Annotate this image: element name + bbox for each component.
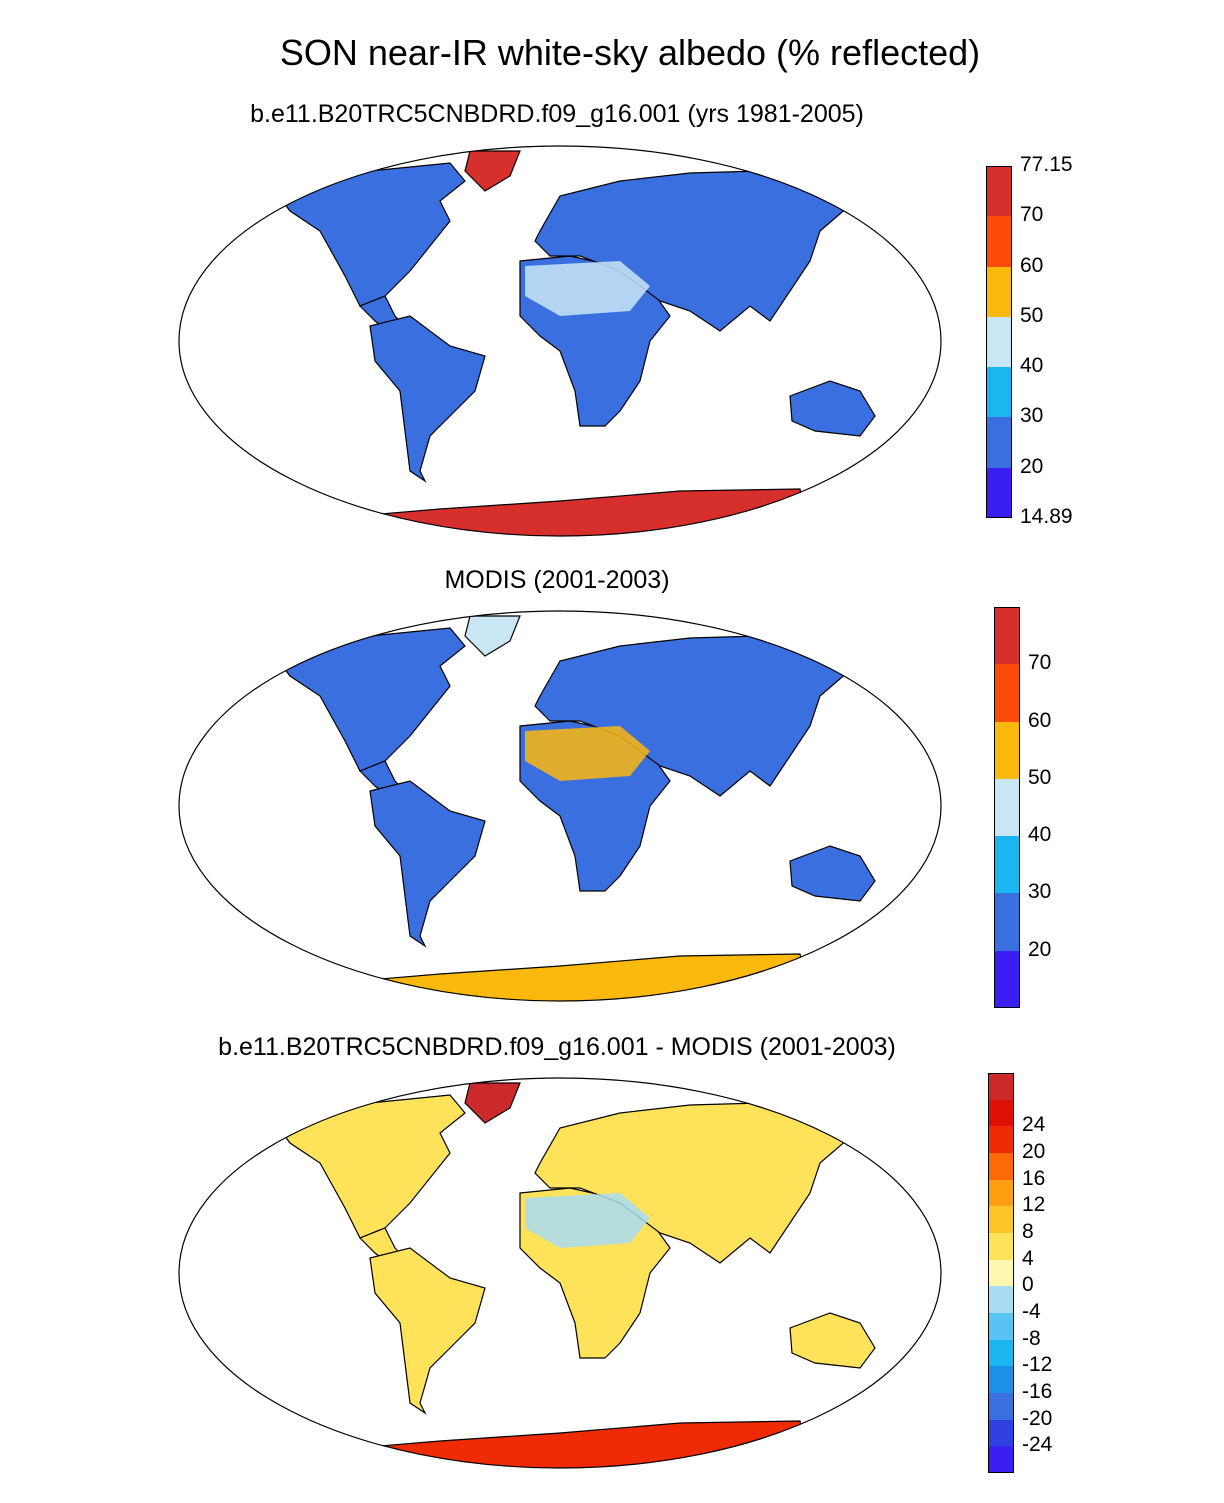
colorbar-tick-label: 60	[1020, 253, 1044, 277]
desert-region	[525, 261, 650, 316]
main-title: SON near-IR white-sky albedo (% reflecte…	[279, 32, 981, 73]
colorbar-frame	[994, 607, 1020, 1008]
landmass-australia	[789, 845, 876, 902]
colorbar-tick-label: 16	[1022, 1166, 1046, 1190]
colorbar-tick-label: 77.15	[1020, 153, 1073, 176]
landmass-samerica	[369, 780, 486, 948]
panel-3-colorbar: -24 -20 -16 -12 -8 -4 0 4 8 12 16 20 24	[988, 1073, 1094, 1503]
landmass-eurasia	[534, 1102, 856, 1264]
colorbar-tick-label: 20	[1022, 1140, 1046, 1163]
landmass-australia	[789, 380, 876, 437]
colorbar-tick-label: 8	[1022, 1220, 1034, 1243]
colorbar-tick-label: 4	[1022, 1246, 1034, 1270]
colorbar-frame	[988, 1073, 1014, 1473]
colorbar-swatch	[986, 417, 1012, 468]
landmass-namerica	[274, 162, 466, 307]
landmass-eurasia	[534, 170, 856, 332]
colorbar-tick-label: 50	[1028, 765, 1052, 789]
colorbar-tick-label: 20	[1020, 454, 1044, 478]
colorbar-tick-label: 40	[1028, 823, 1052, 847]
landmass-eurasia	[534, 635, 856, 797]
colorbar-swatch	[988, 1099, 1014, 1127]
panel-1-map	[178, 145, 942, 537]
colorbar-tick-label: -20	[1022, 1406, 1053, 1430]
colorbar-tick-label: -12	[1022, 1353, 1053, 1377]
colorbar-tick-label: -24	[1022, 1433, 1053, 1457]
colorbar-swatch	[988, 1313, 1014, 1340]
panel-2-subtitle: MODIS (2001-2003)	[444, 566, 670, 594]
colorbar-tick-label: 70	[1028, 651, 1052, 675]
landmass-samerica	[369, 1247, 486, 1415]
panel-1-subtitle: b.e11.B20TRC5CNBDRD.f09_g16.001 (yrs 198…	[250, 100, 864, 128]
landmass-greenland	[464, 1082, 521, 1124]
colorbar-swatch	[988, 1179, 1014, 1207]
desert-region	[525, 726, 650, 781]
colorbar-tick-label: 60	[1028, 708, 1052, 732]
colorbar-frame	[986, 166, 1012, 518]
desert-region	[525, 1193, 650, 1248]
landmass-namerica	[274, 627, 466, 772]
colorbar-tick-label: 50	[1020, 303, 1044, 327]
landmass-australia	[789, 1312, 876, 1369]
panel-2-colorbar: 20 30 40 50 60 70	[994, 607, 1100, 1038]
colorbar-tick-label: 14.89	[1020, 505, 1073, 528]
colorbar-tick-label: 0	[1022, 1273, 1034, 1297]
colorbar-tick-label: 30	[1020, 404, 1044, 428]
landmass-greenland	[464, 150, 521, 192]
colorbar-tick-label: 40	[1020, 354, 1044, 378]
colorbar-tick-label: -4	[1022, 1300, 1041, 1323]
colorbar-tick-label: 12	[1022, 1193, 1046, 1217]
colorbar-tick-label: 70	[1020, 203, 1044, 227]
map-border	[178, 145, 942, 537]
landmass-namerica	[274, 1094, 466, 1239]
panel-3-subtitle: b.e11.B20TRC5CNBDRD.f09_g16.001 - MODIS …	[218, 1033, 896, 1061]
colorbar-tick-label: 20	[1028, 937, 1052, 961]
colorbar-tick-label: -8	[1022, 1326, 1041, 1350]
panel-3-map	[178, 1077, 942, 1469]
map-border	[178, 1077, 942, 1469]
colorbar-tick-label: -16	[1022, 1380, 1053, 1403]
colorbar-tick-label: 30	[1028, 880, 1052, 904]
colorbar-tick-label: 24	[1022, 1113, 1046, 1137]
panel-1-colorbar: 14.89 20 30 40 50 60 70 77.15	[986, 153, 1092, 548]
landmass-samerica	[369, 315, 486, 483]
landmass-greenland	[464, 615, 521, 657]
panel-2-map	[178, 610, 942, 1002]
map-border	[178, 610, 942, 1002]
colorbar-swatch	[986, 266, 1012, 317]
